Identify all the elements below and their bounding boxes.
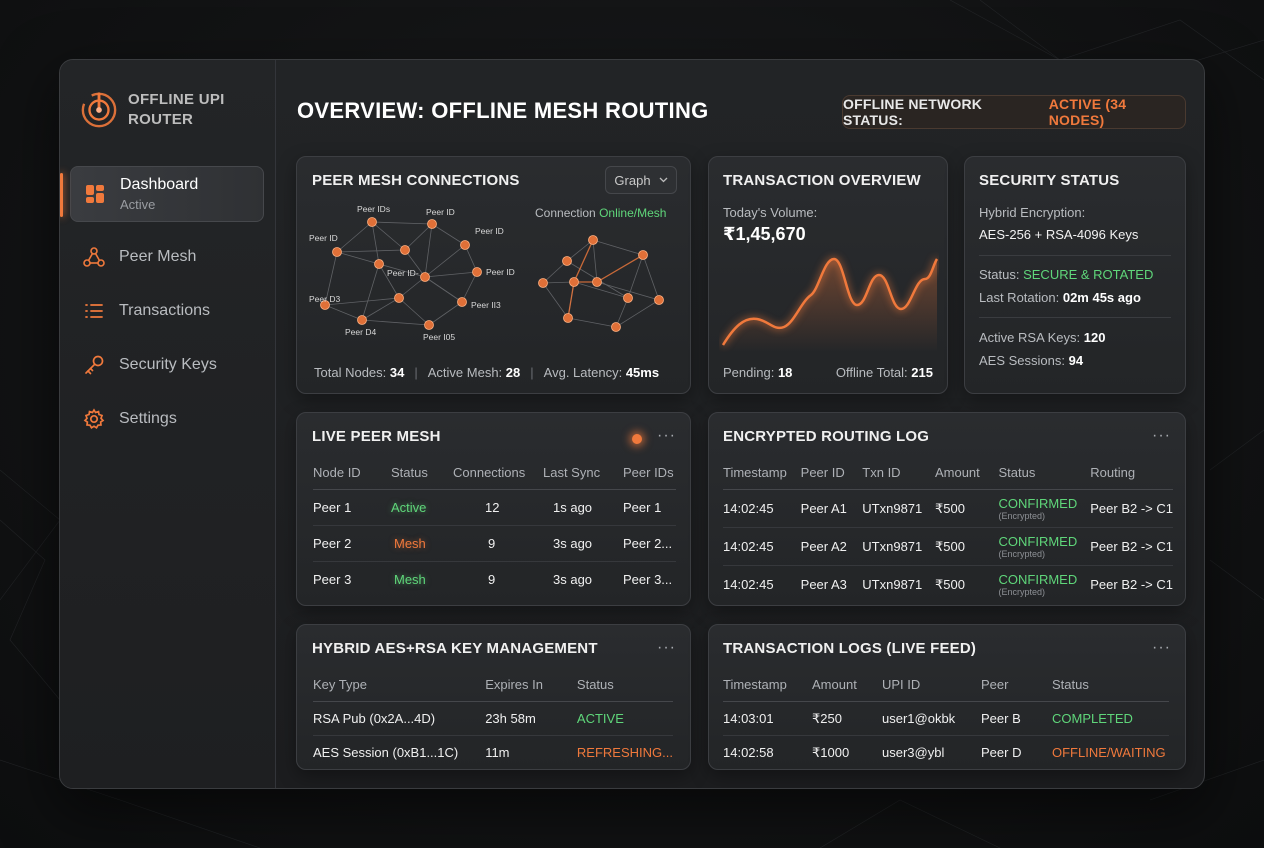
table-row[interactable]: 14:02:45 Peer A1 UTxn9871 ₹500 CONFIRMED (E… xyxy=(723,489,1173,528)
network-status-badge: OFFLINE NETWORK STATUS: ACTIVE (34 NODES… xyxy=(842,95,1186,129)
sidebar-item-label: Security Keys xyxy=(119,356,217,373)
column-header: Peer IDs xyxy=(623,465,676,490)
sidebar-item-transactions[interactable]: Transactions xyxy=(70,286,264,336)
list-icon xyxy=(82,299,106,323)
page-title: OVERVIEW: OFFLINE MESH ROUTING xyxy=(297,98,709,123)
volume-sparkline xyxy=(721,257,939,352)
active-rsa-keys: Active RSA Keys: 120 xyxy=(979,330,1106,345)
brand-name-line2: ROUTER xyxy=(128,111,194,128)
sidebar-item-security-keys[interactable]: Security Keys xyxy=(70,340,264,390)
node-label: Peer ID xyxy=(475,226,504,236)
sidebar-item-peer-mesh[interactable]: Peer Mesh xyxy=(70,232,264,282)
mesh-graph: Peer IDs Peer ID Peer ID Peer ID Peer ID… xyxy=(309,204,664,342)
card-title: TRANSACTION OVERVIEW xyxy=(723,172,921,189)
routing-log-card: ENCRYPTED ROUTING LOG ··· Timestamp Peer… xyxy=(708,412,1186,606)
brand: OFFLINE UPI ROUTER xyxy=(80,90,225,130)
aes-sessions: AES Sessions: 94 xyxy=(979,353,1084,368)
network-status-value: ACTIVE (34 NODES) xyxy=(1048,96,1127,128)
more-options-icon[interactable]: ··· xyxy=(1152,427,1171,444)
offline-total: Offline Total: 215 xyxy=(835,365,933,380)
mesh-icon xyxy=(82,245,106,269)
card-title: ENCRYPTED ROUTING LOG xyxy=(723,428,930,445)
transaction-logs-table: Timestamp Amount UPI ID Peer Status 14:0… xyxy=(723,677,1169,769)
sidebar-item-label: Settings xyxy=(119,410,177,427)
view-select-value: Graph xyxy=(614,172,651,188)
sidebar-nav: Dashboard Active Peer Mesh xyxy=(60,166,264,448)
table-row[interactable]: 14:02:45 Peer A2 UTxn9871 ₹500 CONFIRMED (E… xyxy=(723,527,1173,566)
sidebar-item-label: Transactions xyxy=(119,302,210,319)
volume-value: ₹1,45,670 xyxy=(723,224,806,244)
node-label: Peer ID xyxy=(486,267,515,277)
chevron-down-icon xyxy=(659,177,668,183)
security-status-card: SECURITY STATUS Hybrid Encryption: AES-2… xyxy=(964,156,1186,394)
node-label: Peer II3 xyxy=(471,300,501,310)
node-label: Peer IDs xyxy=(357,204,390,214)
volume-label: Today's Volume: xyxy=(723,205,818,220)
table-row[interactable]: Peer 1 Active 12 1s ago Peer 1 xyxy=(313,489,676,526)
card-title: HYBRID AES+RSA KEY MANAGEMENT xyxy=(312,640,598,657)
brand-name-line1: OFFLINE UPI xyxy=(128,91,225,108)
table-row[interactable]: 14:03:01 ₹250 user1@okbk Peer B COMPLETED xyxy=(723,701,1169,736)
column-header: Status xyxy=(391,465,453,490)
more-options-icon[interactable]: ··· xyxy=(1152,639,1171,656)
node-label: Peer I05 xyxy=(423,332,455,342)
view-select[interactable]: Graph xyxy=(605,166,677,194)
sidebar-item-label: Dashboard xyxy=(120,176,199,193)
app-window: OFFLINE UPI ROUTER Dashboard Active xyxy=(59,59,1205,789)
table-row[interactable]: RSA Pub (0x2A...4D) 23h 58m ACTIVE xyxy=(313,701,673,736)
live-peer-mesh-card: LIVE PEER MESH ··· Node ID Status Connec… xyxy=(296,412,691,606)
dashboard-icon xyxy=(83,182,107,206)
card-title: SECURITY STATUS xyxy=(979,172,1120,189)
transaction-overview-card: TRANSACTION OVERVIEW Today's Volume: ₹1,… xyxy=(708,156,948,394)
key-icon xyxy=(82,353,106,377)
node-label: Peer D3 xyxy=(309,294,340,304)
peer-mesh-card: PEER MESH CONNECTIONS Graph Connection O… xyxy=(296,156,691,394)
stat-avg-latency: Avg. Latency: 45ms xyxy=(543,365,660,380)
table-row[interactable]: 14:02:58 ₹1000 user3@ybl Peer D OFFLINE/WA… xyxy=(723,744,1166,761)
sidebar-item-sublabel: Active xyxy=(120,197,156,212)
live-indicator xyxy=(632,434,642,444)
encryption-label: Hybrid Encryption: xyxy=(979,205,1086,220)
security-state-value: SECURE & ROTATED xyxy=(1023,267,1154,282)
network-status-label: OFFLINE NETWORK STATUS: xyxy=(843,96,983,128)
mesh-stats: Total Nodes: 34 | Active Mesh: 28 | Avg.… xyxy=(314,365,660,380)
column-header: Node ID xyxy=(313,465,391,490)
transaction-logs-card: TRANSACTION LOGS (LIVE FEED) ··· Timesta… xyxy=(708,624,1186,770)
live-peer-table: Node ID Status Connections Last Sync Pee… xyxy=(313,465,676,598)
routing-log-table: Timestamp Peer ID Txn ID Amount Status R… xyxy=(723,465,1173,604)
stat-total-nodes: Total Nodes: 34 xyxy=(314,365,405,380)
connection-status-value: Online/Mesh xyxy=(599,206,667,220)
sidebar: OFFLINE UPI ROUTER Dashboard Active xyxy=(60,60,276,788)
connection-status-label: Connection xyxy=(535,206,596,220)
more-options-icon[interactable]: ··· xyxy=(657,427,676,444)
brand-logo-icon xyxy=(81,92,117,128)
card-title: LIVE PEER MESH xyxy=(312,428,441,445)
connection-status: Connection Online/Mesh xyxy=(535,206,666,220)
node-label: Peer ID- xyxy=(387,268,419,278)
sidebar-item-label: Peer Mesh xyxy=(119,248,197,265)
table-row[interactable]: AES Session (0xB1...1C) 11m REFRESHING... xyxy=(313,745,673,761)
security-state: Status: SECURE & ROTATED xyxy=(979,267,1154,282)
pending-count: Pending: 18 xyxy=(723,365,793,380)
node-label: Peer ID xyxy=(309,233,338,243)
stat-active-mesh: Active Mesh: 28 xyxy=(427,365,521,380)
column-header: Last Sync xyxy=(543,465,623,490)
last-rotation: Last Rotation: 02m 45s ago xyxy=(979,290,1141,305)
gear-icon xyxy=(82,407,106,431)
card-title: PEER MESH CONNECTIONS xyxy=(312,172,520,189)
table-row[interactable]: Peer 3 Mesh 9 3s ago Peer 3... xyxy=(313,572,673,588)
table-row[interactable]: Peer 2 Mesh 9 3s ago Peer 2... xyxy=(313,525,676,562)
encryption-value: AES-256 + RSA-4096 Keys xyxy=(979,227,1139,242)
node-label: Peer ID xyxy=(426,207,455,217)
card-title: TRANSACTION LOGS (LIVE FEED) xyxy=(723,640,977,657)
sidebar-item-settings[interactable]: Settings xyxy=(70,394,264,444)
more-options-icon[interactable]: ··· xyxy=(657,639,676,656)
transaction-footer: Pending: 18 Offline Total: 215 xyxy=(723,365,933,380)
key-management-card: HYBRID AES+RSA KEY MANAGEMENT ··· Key Ty… xyxy=(296,624,691,770)
sidebar-item-dashboard[interactable]: Dashboard Active xyxy=(60,166,264,222)
key-table: Key Type Expires In Status RSA Pub (0x2A… xyxy=(313,677,673,769)
table-row[interactable]: 14:02:45 Peer A3 UTxn9871 ₹500 CONFIRMED (E… xyxy=(723,572,1173,598)
node-label: Peer D4 xyxy=(345,327,376,337)
column-header: Connections xyxy=(453,465,543,490)
